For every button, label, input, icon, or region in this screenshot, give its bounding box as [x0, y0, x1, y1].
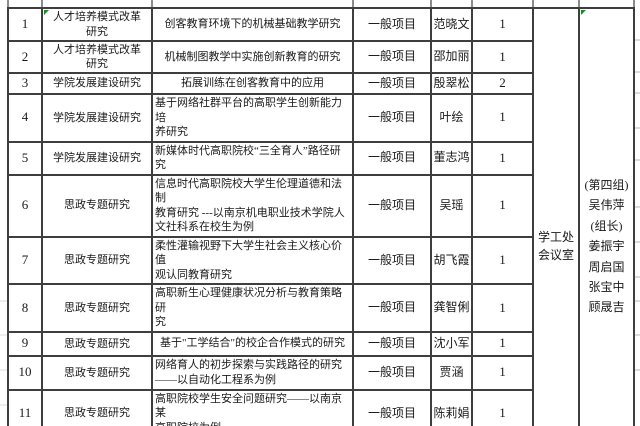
- category-cell[interactable]: 人才培养模式改革 研究: [41, 7, 153, 42]
- category-cell[interactable]: 思政专题研究: [41, 354, 153, 391]
- type-cell[interactable]: 一般项目: [352, 40, 432, 74]
- comment-marker-icon: [44, 10, 49, 15]
- count-cell[interactable]: 1: [471, 140, 534, 176]
- project-table: 1 人才培养模式改革 研究 创客教育环境下的机械基础教学研究 一般项目 范晓文 …: [7, 7, 635, 426]
- comment-marker-icon: [581, 10, 586, 15]
- name-cell[interactable]: 殷翠松: [430, 72, 473, 95]
- row-number-cell[interactable]: 6: [7, 173, 43, 238]
- category-cell[interactable]: 人才培养模式改革 研究: [41, 40, 153, 74]
- category-cell[interactable]: 思政专题研究: [41, 173, 153, 238]
- table-row: 3 学院发展建设研究 拓展训练在创客教育中的应用 一般项目 殷翠松 2: [7, 72, 634, 95]
- name-cell[interactable]: 叶绘: [430, 93, 473, 143]
- category-cell[interactable]: 思政专题研究: [41, 235, 153, 286]
- table-row: 10 思政专题研究 网络育人的初步探索与实践路径的研究 ——以自动化工程系为例 …: [7, 354, 634, 391]
- count-cell[interactable]: 1: [471, 283, 534, 333]
- name-cell[interactable]: 邵加丽: [430, 40, 473, 74]
- title-cell[interactable]: 柔性灌输视野下大学生社会主义核心价值 观认同教育研究: [151, 235, 354, 286]
- count-cell[interactable]: 1: [471, 173, 534, 238]
- type-cell[interactable]: 一般项目: [352, 93, 432, 143]
- name-cell[interactable]: 胡飞霞: [430, 235, 473, 286]
- table-row: 9 思政专题研究 基于"工学结合"的校企合作模式的研究 一般项目 沈小军 1: [7, 330, 634, 357]
- type-cell[interactable]: 一般项目: [352, 173, 432, 238]
- title-cell[interactable]: 创客教育环境下的机械基础教学研究: [151, 7, 354, 42]
- row-number-cell[interactable]: 3: [7, 72, 43, 95]
- count-cell[interactable]: 1: [471, 93, 534, 143]
- table-row: 6 思政专题研究 信息时代高职院校大学生伦理道德和法制 教育研究 ---以南京机…: [7, 173, 634, 238]
- count-cell[interactable]: 1: [471, 7, 534, 42]
- row-number-cell[interactable]: 2: [7, 40, 43, 74]
- category-cell[interactable]: 思政专题研究: [41, 330, 153, 357]
- type-cell[interactable]: 一般项目: [352, 330, 432, 357]
- name-cell[interactable]: 沈小军: [430, 330, 473, 357]
- table-row: 8 思政专题研究 高职新生心理健康状况分析与教育策略研 究 一般项目 龚智俐 1: [7, 283, 634, 333]
- category-cell[interactable]: 学院发展建设研究: [41, 93, 153, 143]
- name-cell[interactable]: 董志鸿: [430, 140, 473, 176]
- row-number-cell[interactable]: 4: [7, 93, 43, 143]
- type-cell[interactable]: 一般项目: [352, 72, 432, 95]
- title-cell[interactable]: 新媒体时代高职院校“三全育人”路径研 究: [151, 140, 354, 176]
- name-cell[interactable]: 龚智俐: [430, 283, 473, 333]
- row-number-cell[interactable]: 1: [7, 7, 43, 42]
- category-cell[interactable]: 学院发展建设研究: [41, 72, 153, 95]
- type-cell[interactable]: 一般项目: [352, 7, 432, 42]
- row-number-cell[interactable]: 9: [7, 330, 43, 357]
- title-cell[interactable]: 基于网络社群平台的高职学生创新能力培 养研究: [151, 93, 354, 143]
- count-cell[interactable]: 1: [471, 354, 534, 391]
- name-cell[interactable]: 陈莉娟: [430, 388, 473, 426]
- category-cell[interactable]: 思政专题研究: [41, 283, 153, 333]
- table-row: 7 思政专题研究 柔性灌输视野下大学生社会主义核心价值 观认同教育研究 一般项目…: [7, 235, 634, 286]
- type-cell[interactable]: 一般项目: [352, 388, 432, 426]
- table-row: 5 学院发展建设研究 新媒体时代高职院校“三全育人”路径研 究 一般项目 董志鸿…: [7, 140, 634, 176]
- count-cell[interactable]: 2: [471, 72, 534, 95]
- table-row: 4 学院发展建设研究 基于网络社群平台的高职学生创新能力培 养研究 一般项目 叶…: [7, 93, 634, 143]
- row-number-cell[interactable]: 8: [7, 283, 43, 333]
- category-cell[interactable]: 学院发展建设研究: [41, 140, 153, 176]
- venue-cell[interactable]: 学工处 会议室: [532, 7, 580, 426]
- row-number-cell[interactable]: 7: [7, 235, 43, 286]
- row-number-cell[interactable]: 11: [7, 388, 43, 426]
- type-cell[interactable]: 一般项目: [352, 354, 432, 391]
- name-cell[interactable]: 范晓文: [430, 7, 473, 42]
- count-cell[interactable]: 1: [471, 388, 534, 426]
- table-row: 2 人才培养模式改革 研究 机械制图教学中实施创新教育的研究 一般项目 邵加丽 …: [7, 40, 634, 74]
- review-group-cell[interactable]: (第四组) 吴伟萍 (组长) 姜振宇 周启国 张宝中 顾晟吉: [578, 7, 635, 426]
- title-cell[interactable]: 高职新生心理健康状况分析与教育策略研 究: [151, 283, 354, 333]
- category-cell[interactable]: 思政专题研究: [41, 388, 153, 426]
- type-cell[interactable]: 一般项目: [352, 283, 432, 333]
- title-cell[interactable]: 高职院校学生安全问题研究——以南京某 高职院校为例: [151, 388, 354, 426]
- title-cell[interactable]: 网络育人的初步探索与实践路径的研究 ——以自动化工程系为例: [151, 354, 354, 391]
- title-cell[interactable]: 拓展训练在创客教育中的应用: [151, 72, 354, 95]
- table-row: 1 人才培养模式改革 研究 创客教育环境下的机械基础教学研究 一般项目 范晓文 …: [7, 7, 635, 426]
- count-cell[interactable]: 1: [471, 330, 534, 357]
- title-cell[interactable]: 机械制图教学中实施创新教育的研究: [151, 40, 354, 74]
- type-cell[interactable]: 一般项目: [352, 140, 432, 176]
- count-cell[interactable]: 1: [471, 40, 534, 74]
- row-number-cell[interactable]: 5: [7, 140, 43, 176]
- table-row: 11 思政专题研究 高职院校学生安全问题研究——以南京某 高职院校为例 一般项目…: [7, 388, 634, 426]
- name-cell[interactable]: 贾涵: [430, 354, 473, 391]
- title-cell[interactable]: 基于"工学结合"的校企合作模式的研究: [151, 330, 354, 357]
- title-cell[interactable]: 信息时代高职院校大学生伦理道德和法制 教育研究 ---以南京机电职业技术学院人 …: [151, 173, 354, 238]
- row-number-cell[interactable]: 10: [7, 354, 43, 391]
- type-cell[interactable]: 一般项目: [352, 235, 432, 286]
- name-cell[interactable]: 吴瑶: [430, 173, 473, 238]
- count-cell[interactable]: 1: [471, 235, 534, 286]
